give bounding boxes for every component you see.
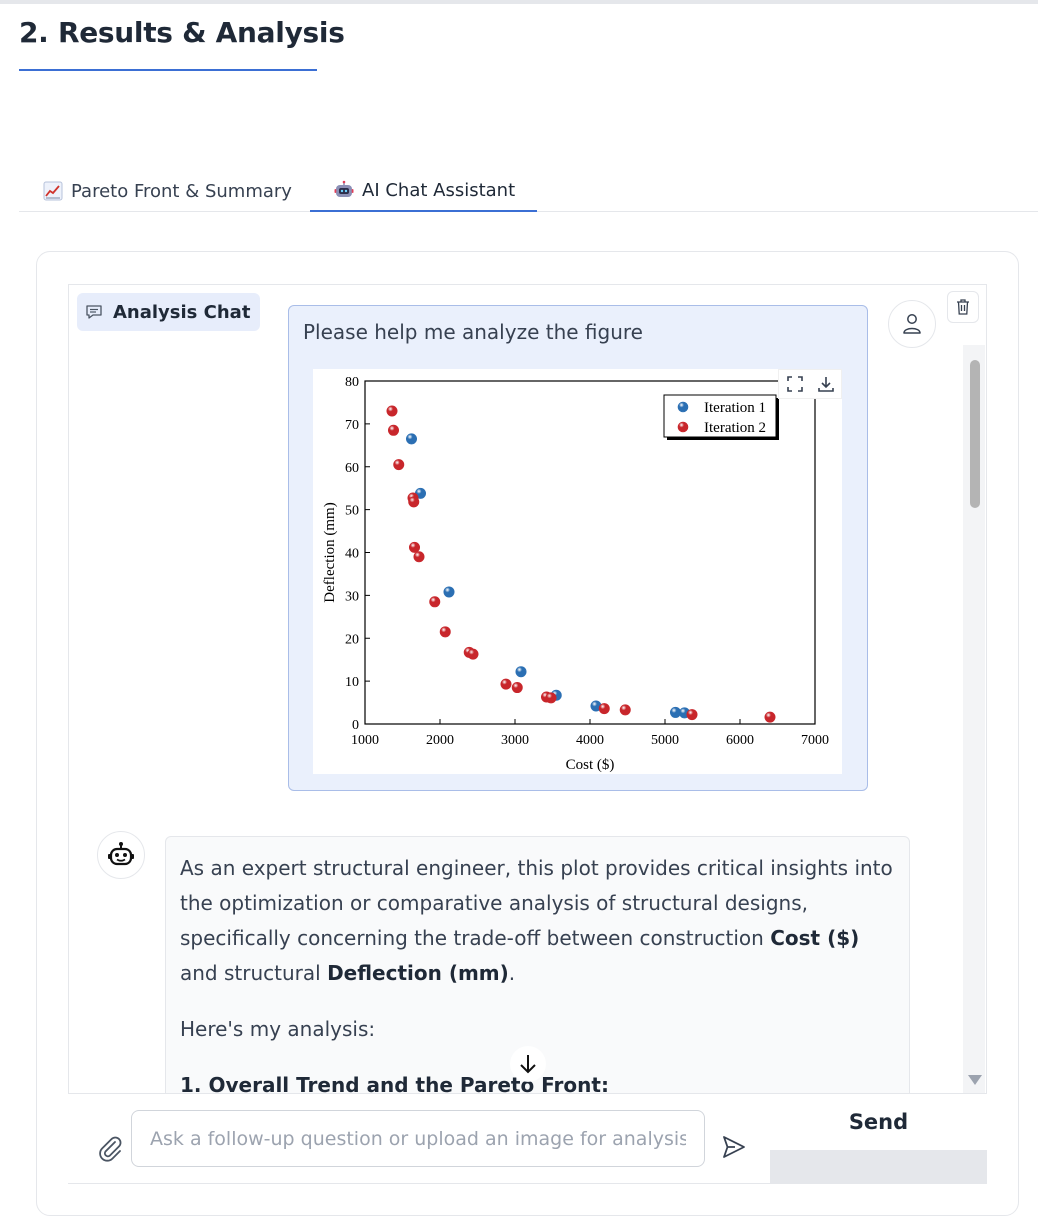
chat-panel: Analysis Chat Please help me analyze the… [68,284,987,1094]
data-point [393,459,405,471]
data-point [429,596,441,608]
send-button-footer [770,1150,987,1184]
y-tick-label: 70 [345,418,359,433]
tab-label: Pareto Front & Summary [71,180,292,202]
robot-icon [108,842,134,866]
assistant-avatar [97,831,145,879]
x-tick-label: 1000 [351,733,379,748]
data-point [545,692,557,704]
pareto-scatter-chart: 1000 2000 3000 4000 5000 6000 7000 0 10 20 30 40 50 6… [322,375,829,773]
x-tick-label: 7000 [801,733,829,748]
x-axis-label: Cost ($) [566,757,615,773]
data-point [443,586,455,598]
x-tick-label: 6000 [726,733,754,748]
uploaded-figure: 1000 2000 3000 4000 5000 6000 7000 0 10 20 30 40 50 6… [313,369,842,774]
legend-label: Iteration 2 [704,420,766,436]
data-point [619,704,631,716]
tab-label: AI Chat Assistant [362,179,516,201]
data-point [408,496,420,508]
data-point [386,405,398,417]
data-point [409,541,421,553]
send-arrow-icon[interactable] [721,1134,747,1160]
legend-label: Iteration 1 [704,400,766,416]
user-avatar [888,300,936,348]
data-point [515,666,527,678]
scroll-to-bottom-button[interactable] [510,1046,546,1082]
user-icon [903,314,921,334]
y-tick-label: 0 [352,718,359,733]
tab-bar: Pareto Front & Summary AI Chat Assistant [19,170,1038,212]
data-point [413,551,425,563]
tab-pareto-front[interactable]: Pareto Front & Summary [43,170,292,212]
figure-toolbar [778,369,842,399]
y-tick-label: 60 [345,461,359,476]
chat-scrollbar[interactable] [963,345,985,1093]
top-strip [0,0,1038,4]
legend-marker [677,421,689,433]
arrow-down-icon [520,1055,536,1074]
scroll-down-arrow[interactable] [968,1075,982,1085]
y-tick-label: 80 [345,375,359,390]
chat-label-text: Analysis Chat [113,301,251,323]
assistant-heading: 1. Overall Trend and the Pareto Front: [180,1073,609,1094]
input-divider [68,1183,770,1184]
tab-ai-chat[interactable]: AI Chat Assistant [310,170,538,212]
fullscreen-icon[interactable] [784,373,806,395]
page-title: 2. Results & Analysis [19,16,345,49]
data-point [598,703,610,715]
y-axis-label: Deflection (mm) [322,502,338,602]
data-point [511,682,523,694]
title-underline [19,69,317,71]
user-message-text: Please help me analyze the figure [303,320,643,344]
chat-bubble-icon [85,303,103,321]
x-tick-label: 5000 [651,733,679,748]
data-point [467,648,479,660]
download-icon[interactable] [815,373,837,395]
y-tick-label: 30 [345,589,359,604]
robot-icon [334,180,354,200]
data-point [406,433,418,445]
legend-marker [677,401,689,413]
send-button[interactable]: Send [770,1094,987,1150]
data-point [764,711,776,723]
scrollbar-thumb[interactable] [970,360,980,508]
x-tick-label: 3000 [501,733,529,748]
y-tick-label: 10 [345,675,359,690]
chat-message-input[interactable] [131,1110,705,1167]
assistant-paragraph: As an expert structural engineer, this p… [180,856,893,985]
y-tick-label: 50 [345,504,359,519]
analysis-chat-label: Analysis Chat [77,293,261,331]
chart-increasing-icon [43,181,63,201]
data-point [388,424,400,436]
assistant-message-bubble: As an expert structural engineer, this p… [165,836,910,1094]
data-point [439,626,451,638]
data-point [500,678,512,690]
user-message-bubble: Please help me analyze the figure 1000 20… [288,305,868,791]
clear-chat-button[interactable] [947,291,979,323]
y-tick-label: 40 [345,547,359,562]
assistant-paragraph: Here's my analysis: [180,1017,376,1041]
x-tick-label: 2000 [426,733,454,748]
chat-input-row [68,1094,770,1184]
y-tick-label: 20 [345,632,359,647]
data-point [686,709,698,721]
x-tick-label: 4000 [576,733,604,748]
paperclip-icon[interactable] [96,1134,124,1162]
trash-icon [957,299,969,315]
send-column: Send [770,1094,987,1184]
